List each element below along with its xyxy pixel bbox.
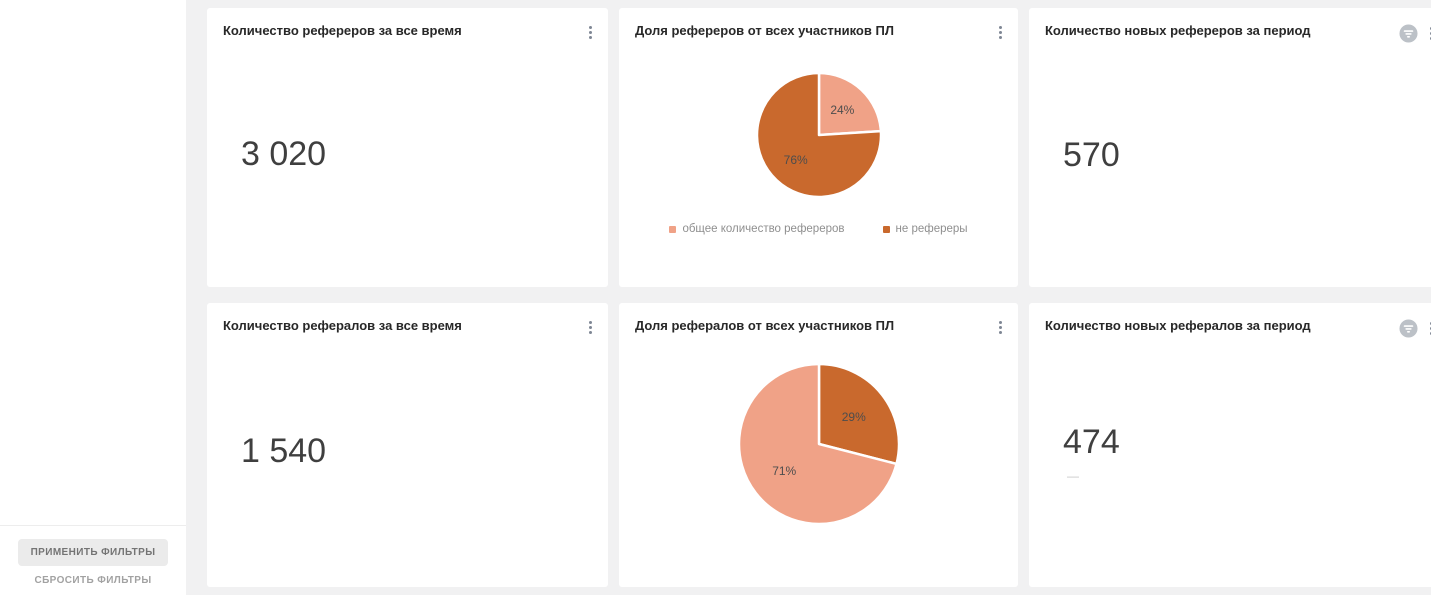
widget-header: Количество новых рефералов за период bbox=[1029, 303, 1431, 338]
reset-filters-button[interactable]: СБРОСИТЬ ФИЛЬТРЫ bbox=[34, 575, 152, 586]
apply-filters-button[interactable]: ПРИМЕНИТЬ ФИЛЬТРЫ bbox=[17, 539, 169, 566]
indicator-value: 3 020 bbox=[241, 134, 327, 173]
pie-body: 29% 71% bbox=[619, 336, 1018, 587]
widget-actions bbox=[1399, 24, 1431, 43]
indicator-value: 474 bbox=[1063, 423, 1120, 461]
filters-sidebar: ПРИМЕНИТЬ ФИЛЬТРЫ СБРОСИТЬ ФИЛЬТРЫ bbox=[0, 0, 186, 595]
pie-chart[interactable]: 24% 76% bbox=[753, 69, 885, 201]
indicator-body: 474 — bbox=[1029, 338, 1431, 587]
kebab-menu-icon[interactable] bbox=[586, 24, 595, 41]
svg-text:24%: 24% bbox=[830, 103, 854, 117]
widget-actions bbox=[996, 24, 1005, 41]
widget-title: Доля рефереров от всех участников ПЛ bbox=[635, 23, 894, 38]
pie-body: 24% 76% общее количество рефереров не реф… bbox=[619, 41, 1018, 287]
widget-card-referrals-new: Количество новых рефералов за период 474… bbox=[1029, 303, 1431, 587]
legend-swatch bbox=[669, 225, 677, 233]
filters-actions: ПРИМЕНИТЬ ФИЛЬТРЫ СБРОСИТЬ ФИЛЬТРЫ bbox=[0, 525, 186, 595]
kebab-menu-icon[interactable] bbox=[996, 24, 1005, 41]
widget-header: Количество рефереров за все время bbox=[207, 8, 608, 41]
svg-text:29%: 29% bbox=[841, 410, 865, 424]
indicator-body: 3 020 bbox=[207, 41, 608, 287]
kebab-menu-icon[interactable] bbox=[996, 319, 1005, 336]
indicator-body: 1 540 bbox=[207, 336, 608, 587]
widget-title: Количество рефералов за все время bbox=[223, 318, 462, 333]
legend-swatch bbox=[882, 225, 890, 233]
indicator-body: 570 bbox=[1029, 43, 1431, 287]
svg-text:76%: 76% bbox=[783, 153, 807, 167]
legend-label: общее количество рефереров bbox=[682, 223, 845, 235]
widget-card-referrers-share: Доля рефереров от всех участников ПЛ 24%… bbox=[619, 8, 1018, 287]
widget-card-referrers-total: Количество рефереров за все время 3 020 bbox=[207, 8, 608, 287]
widget-title: Количество новых рефереров за период bbox=[1045, 23, 1311, 38]
svg-text:71%: 71% bbox=[772, 464, 796, 478]
chart-legend: общее количество рефереров не рефереры bbox=[669, 223, 968, 235]
widget-card-referrers-new: Количество новых рефереров за период 570 bbox=[1029, 8, 1431, 287]
widget-actions bbox=[586, 319, 595, 336]
widget-actions bbox=[996, 319, 1005, 336]
kebab-menu-icon[interactable] bbox=[1427, 25, 1431, 42]
widget-title: Доля рефералов от всех участников ПЛ bbox=[635, 318, 895, 333]
widget-actions bbox=[586, 24, 595, 41]
widget-card-referrals-total: Количество рефералов за все время 1 540 bbox=[207, 303, 608, 587]
kebab-menu-icon[interactable] bbox=[1427, 320, 1431, 337]
dashboard-grid: Количество рефереров за все время 3 020 … bbox=[186, 0, 1431, 595]
kebab-menu-icon[interactable] bbox=[586, 319, 595, 336]
widget-header: Доля рефералов от всех участников ПЛ bbox=[619, 303, 1018, 336]
widget-header: Доля рефереров от всех участников ПЛ bbox=[619, 8, 1018, 41]
legend-label: не рефереры bbox=[895, 223, 968, 235]
widget-header: Количество новых рефереров за период bbox=[1029, 8, 1431, 43]
widget-header: Количество рефералов за все время bbox=[207, 303, 608, 336]
pie-chart[interactable]: 29% 71% bbox=[735, 360, 903, 528]
legend-item[interactable]: не рефереры bbox=[882, 223, 968, 235]
indicator-value: 1 540 bbox=[241, 432, 327, 470]
widget-actions bbox=[1399, 319, 1431, 338]
indicator-value: 570 bbox=[1063, 135, 1120, 174]
widget-card-referrals-share: Доля рефералов от всех участников ПЛ 29%… bbox=[619, 303, 1018, 587]
filter-applied-icon[interactable] bbox=[1399, 24, 1418, 43]
widget-title: Количество новых рефералов за период bbox=[1045, 318, 1311, 333]
legend-item[interactable]: общее количество рефереров bbox=[669, 223, 845, 235]
filter-applied-icon[interactable] bbox=[1399, 319, 1418, 338]
widget-title: Количество рефереров за все время bbox=[223, 23, 462, 38]
indicator-secondary-value: — bbox=[1067, 469, 1079, 483]
